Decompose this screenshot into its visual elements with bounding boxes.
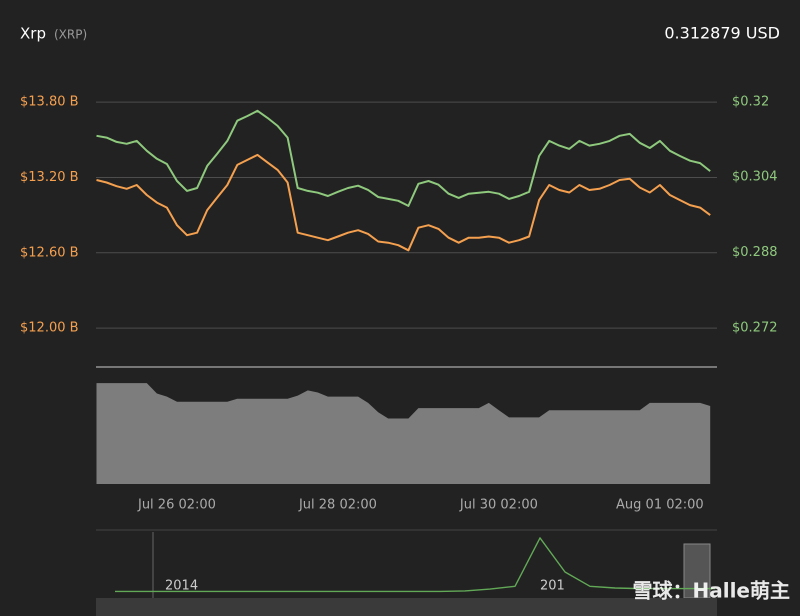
- y2-tick-label: $0.272: [732, 320, 778, 335]
- x-tick-label: 2014: [165, 579, 198, 594]
- data-layer: $12.00 B $12.60 B $13.20 B $13.80 B $0.272 $0…: [20, 94, 778, 593]
- x-tick-label: Jul 26 02:00: [137, 498, 216, 513]
- y-tick-label: $13.80 B: [20, 95, 79, 110]
- series-line: [96, 109, 711, 207]
- x-tick-label: Jul 28 02:00: [298, 498, 377, 513]
- price: 0.312879 USD: [664, 24, 780, 43]
- y-tick-label: $12.00 B: [20, 321, 79, 336]
- y2-tick-label: $0.32: [732, 94, 769, 109]
- watermark: 雪球：Halle萌主: [632, 579, 790, 603]
- series-line: [115, 537, 715, 593]
- volume-area: [96, 383, 711, 484]
- coin-name: Xrp: [20, 25, 46, 43]
- series-line: [96, 153, 711, 252]
- y2-tick-label: $0.288: [732, 245, 778, 260]
- y2-tick-label: $0.304: [732, 170, 778, 185]
- coin-symbol: (XRP): [54, 28, 87, 42]
- x-tick-label: Aug 01 02:00: [616, 498, 704, 513]
- scrollbar[interactable]: [96, 598, 717, 616]
- y-tick-label: $13.20 B: [20, 170, 79, 185]
- x-tick-label: Jul 30 02:00: [459, 498, 538, 513]
- y-tick-label: $12.60 B: [20, 245, 79, 260]
- x-tick-label: 201: [540, 579, 565, 594]
